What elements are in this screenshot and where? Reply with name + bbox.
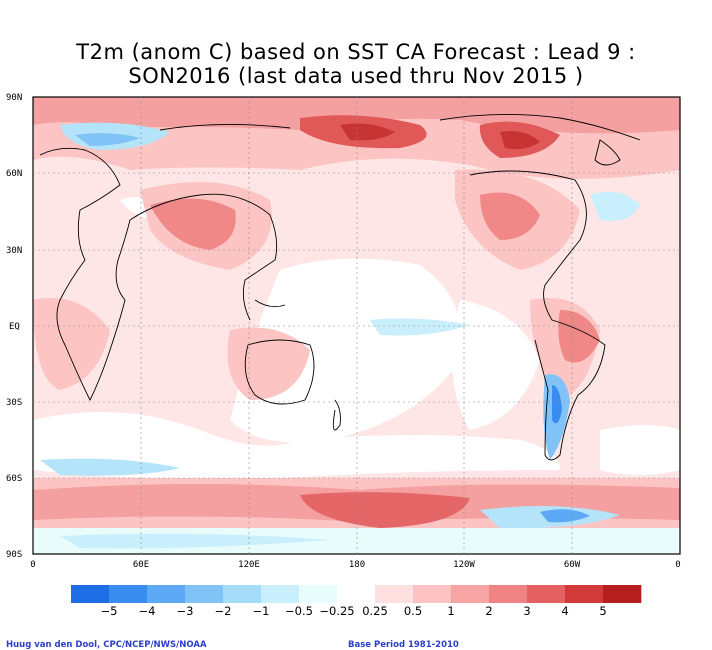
colorbar-swatch xyxy=(299,585,338,603)
colorbar-tick-label: 1 xyxy=(447,604,455,618)
lat-label: 60S xyxy=(6,474,22,484)
colorbar-swatch xyxy=(413,585,452,603)
colorbar-swatch xyxy=(565,585,604,603)
colorbar-swatch xyxy=(223,585,262,603)
colorbar-swatch xyxy=(527,585,566,603)
colorbar-tick-label: −1 xyxy=(252,604,270,618)
map-title-line1: T2m (anom C) based on SST CA Forecast : … xyxy=(76,40,636,64)
colorbar-tick-label: −5 xyxy=(100,604,118,618)
base-period-text: Base Period 1981-2010 xyxy=(348,640,459,650)
colorbar-swatch xyxy=(375,585,414,603)
colorbar-tick-label: −2 xyxy=(214,604,232,618)
colorbar-tick-label: −4 xyxy=(138,604,156,618)
credit-text: Huug van den Dool, CPC/NCEP/NWS/NOAA xyxy=(6,640,207,650)
lat-label: 90S xyxy=(6,550,22,560)
colorbar-tick-label: −3 xyxy=(176,604,194,618)
colorbar-swatch xyxy=(337,585,376,603)
colorbar-tick-label: 2 xyxy=(485,604,493,618)
colorbar-swatch xyxy=(261,585,300,603)
lon-labels: 0 60E 120E 180 120W 60W 0 xyxy=(30,560,680,570)
map-frame xyxy=(32,96,681,555)
colorbar-swatch xyxy=(603,585,642,603)
colorbar-tick-label: −0.5 xyxy=(285,604,313,618)
lat-label: 30S xyxy=(6,398,22,408)
lon-label: 180 xyxy=(349,560,365,570)
lon-label: 120E xyxy=(238,560,260,570)
colorbar-tick-label: 4 xyxy=(561,604,569,618)
lat-labels: 90N 60N 30N EQ 30S 60S 90S xyxy=(6,93,22,560)
lat-label: 90N xyxy=(6,93,22,103)
colorbar-swatch xyxy=(489,585,528,603)
colorbar-swatch xyxy=(71,585,110,603)
lat-label: 30N xyxy=(6,246,22,256)
lon-label: 120W xyxy=(453,560,475,570)
map-title-line2: SON2016 (last data used thru Nov 2015 ) xyxy=(128,64,584,88)
colorbar xyxy=(71,585,642,603)
anomaly-field xyxy=(33,97,680,554)
lon-label: 0 xyxy=(30,560,35,570)
lon-label: 60E xyxy=(133,560,149,570)
colorbar-swatch xyxy=(147,585,186,603)
colorbar-swatch xyxy=(451,585,490,603)
colorbar-tick-label: 0.25 xyxy=(362,604,388,618)
lat-label: EQ xyxy=(9,322,20,332)
graticule xyxy=(33,97,680,554)
coastlines xyxy=(39,113,641,461)
colorbar-swatch xyxy=(109,585,148,603)
colorbar-tick-label: 0.5 xyxy=(403,604,423,618)
lon-label: 0 xyxy=(675,560,680,570)
colorbar-tick-label: −0.25 xyxy=(319,604,355,618)
colorbar-swatch xyxy=(185,585,224,603)
lat-label: 60N xyxy=(6,169,22,179)
colorbar-tick-label: 5 xyxy=(599,604,607,618)
lon-label: 60W xyxy=(564,560,581,570)
colorbar-tick-label: 3 xyxy=(523,604,531,618)
